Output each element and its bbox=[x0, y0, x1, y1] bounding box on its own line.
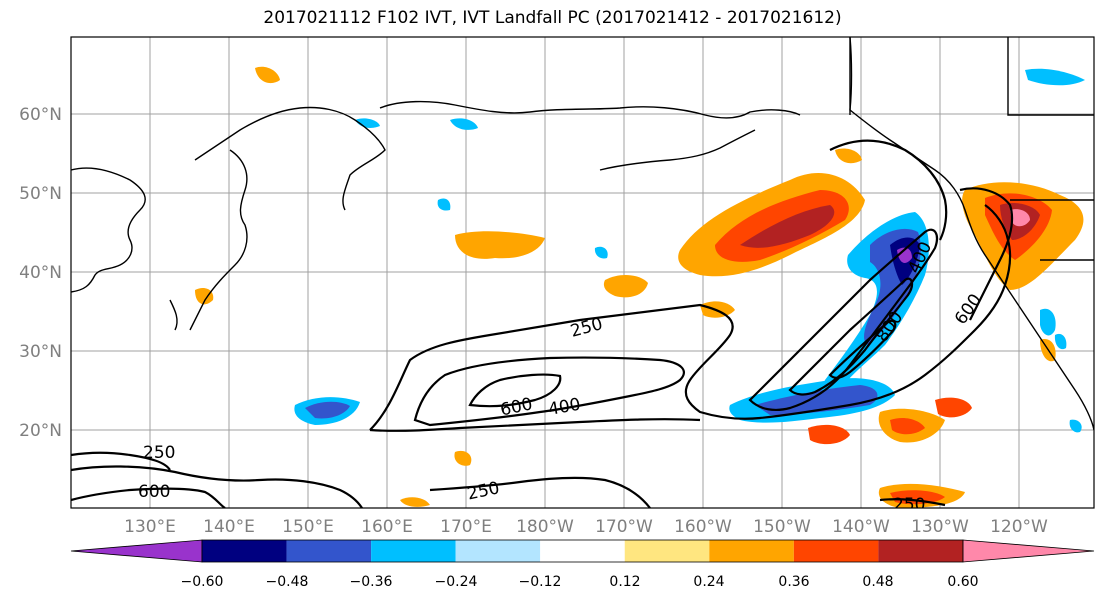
negative-anomaly-fill bbox=[294, 68, 1085, 433]
colorbar-segment bbox=[709, 540, 794, 562]
map-title: 2017021112 F102 IVT, IVT Landfall PC (20… bbox=[263, 8, 842, 28]
colorbar-segment bbox=[793, 540, 879, 562]
colorbar-frame bbox=[201, 539, 964, 563]
lat-label-60n: 60°N bbox=[19, 105, 62, 125]
lat-label-40n: 40°N bbox=[19, 263, 62, 283]
lon-label-150w: 150°W bbox=[753, 517, 811, 537]
lon-label-130e: 130°E bbox=[124, 517, 176, 537]
ivt-contours bbox=[71, 139, 1014, 508]
lat-label-50n: 50°N bbox=[19, 184, 62, 204]
colorbar-tick: 0.12 bbox=[609, 574, 640, 590]
colorbar-extend-high bbox=[962, 539, 1095, 563]
colorbar: −0.60 −0.48 −0.36 −0.24 −0.12 0.12 0.24 … bbox=[70, 539, 1095, 590]
contour-labels: 250 600 400 250 600 250 800 600 250 400 bbox=[138, 239, 986, 515]
contour-label-250-west: 250 bbox=[143, 443, 175, 463]
lon-label-170w: 170°W bbox=[595, 517, 653, 537]
colorbar-tick: 0.36 bbox=[778, 574, 809, 590]
colorbar-segment bbox=[371, 540, 456, 562]
lon-label-170e: 170°E bbox=[440, 517, 492, 537]
colorbar-tick: 0.48 bbox=[862, 574, 893, 590]
lon-label-140w: 140°W bbox=[832, 517, 890, 537]
colorbar-segment bbox=[202, 540, 287, 562]
colorbar-segments bbox=[70, 539, 1095, 563]
colorbar-tick: −0.48 bbox=[266, 574, 309, 590]
colorbar-segment bbox=[624, 540, 710, 562]
colorbar-ticks: −0.60 −0.48 −0.36 −0.24 −0.12 0.12 0.24 … bbox=[181, 574, 979, 590]
lon-label-150e: 150°E bbox=[282, 517, 334, 537]
colorbar-tick: −0.36 bbox=[350, 574, 393, 590]
coastlines bbox=[71, 37, 1094, 431]
contour-label-600-mid: 600 bbox=[499, 394, 535, 420]
lon-label-120w: 120°W bbox=[990, 517, 1048, 537]
colorbar-tick: −0.60 bbox=[181, 574, 224, 590]
contour-label-250-mid: 250 bbox=[568, 314, 605, 342]
positive-anomaly-fill bbox=[195, 66, 1084, 508]
lon-label-160e: 160°E bbox=[361, 517, 413, 537]
lon-label-180w: 180°W bbox=[516, 517, 574, 537]
colorbar-segment bbox=[540, 540, 625, 562]
lon-label-140e: 140°E bbox=[203, 517, 255, 537]
longitude-labels: 130°E 140°E 150°E 160°E 170°E 180°W 170°… bbox=[124, 517, 1048, 537]
colorbar-tick: −0.12 bbox=[519, 574, 562, 590]
gridlines bbox=[71, 37, 1094, 508]
colorbar-segment bbox=[878, 540, 963, 562]
lat-label-20n: 20°N bbox=[19, 421, 62, 441]
map-frame bbox=[70, 36, 1095, 509]
lat-label-30n: 30°N bbox=[19, 342, 62, 362]
colorbar-tick: −0.24 bbox=[435, 574, 478, 590]
contour-label-400-mid: 400 bbox=[547, 395, 582, 420]
contour-label-600-west: 600 bbox=[138, 482, 170, 502]
contour-label-250-southeast: 250 bbox=[893, 495, 925, 515]
lon-label-160w: 160°W bbox=[674, 517, 732, 537]
colorbar-tick: 0.24 bbox=[693, 574, 724, 590]
map-content: 250 600 400 250 600 250 800 600 250 400 bbox=[71, 37, 1094, 515]
lon-label-130w: 130°W bbox=[911, 517, 969, 537]
latitude-labels: 60°N 50°N 40°N 30°N 20°N bbox=[19, 105, 62, 441]
colorbar-segment bbox=[455, 540, 541, 562]
colorbar-tick: 0.60 bbox=[947, 574, 978, 590]
contour-label-250-south: 250 bbox=[466, 478, 502, 504]
colorbar-extend-low bbox=[70, 539, 203, 563]
colorbar-segment bbox=[286, 540, 372, 562]
